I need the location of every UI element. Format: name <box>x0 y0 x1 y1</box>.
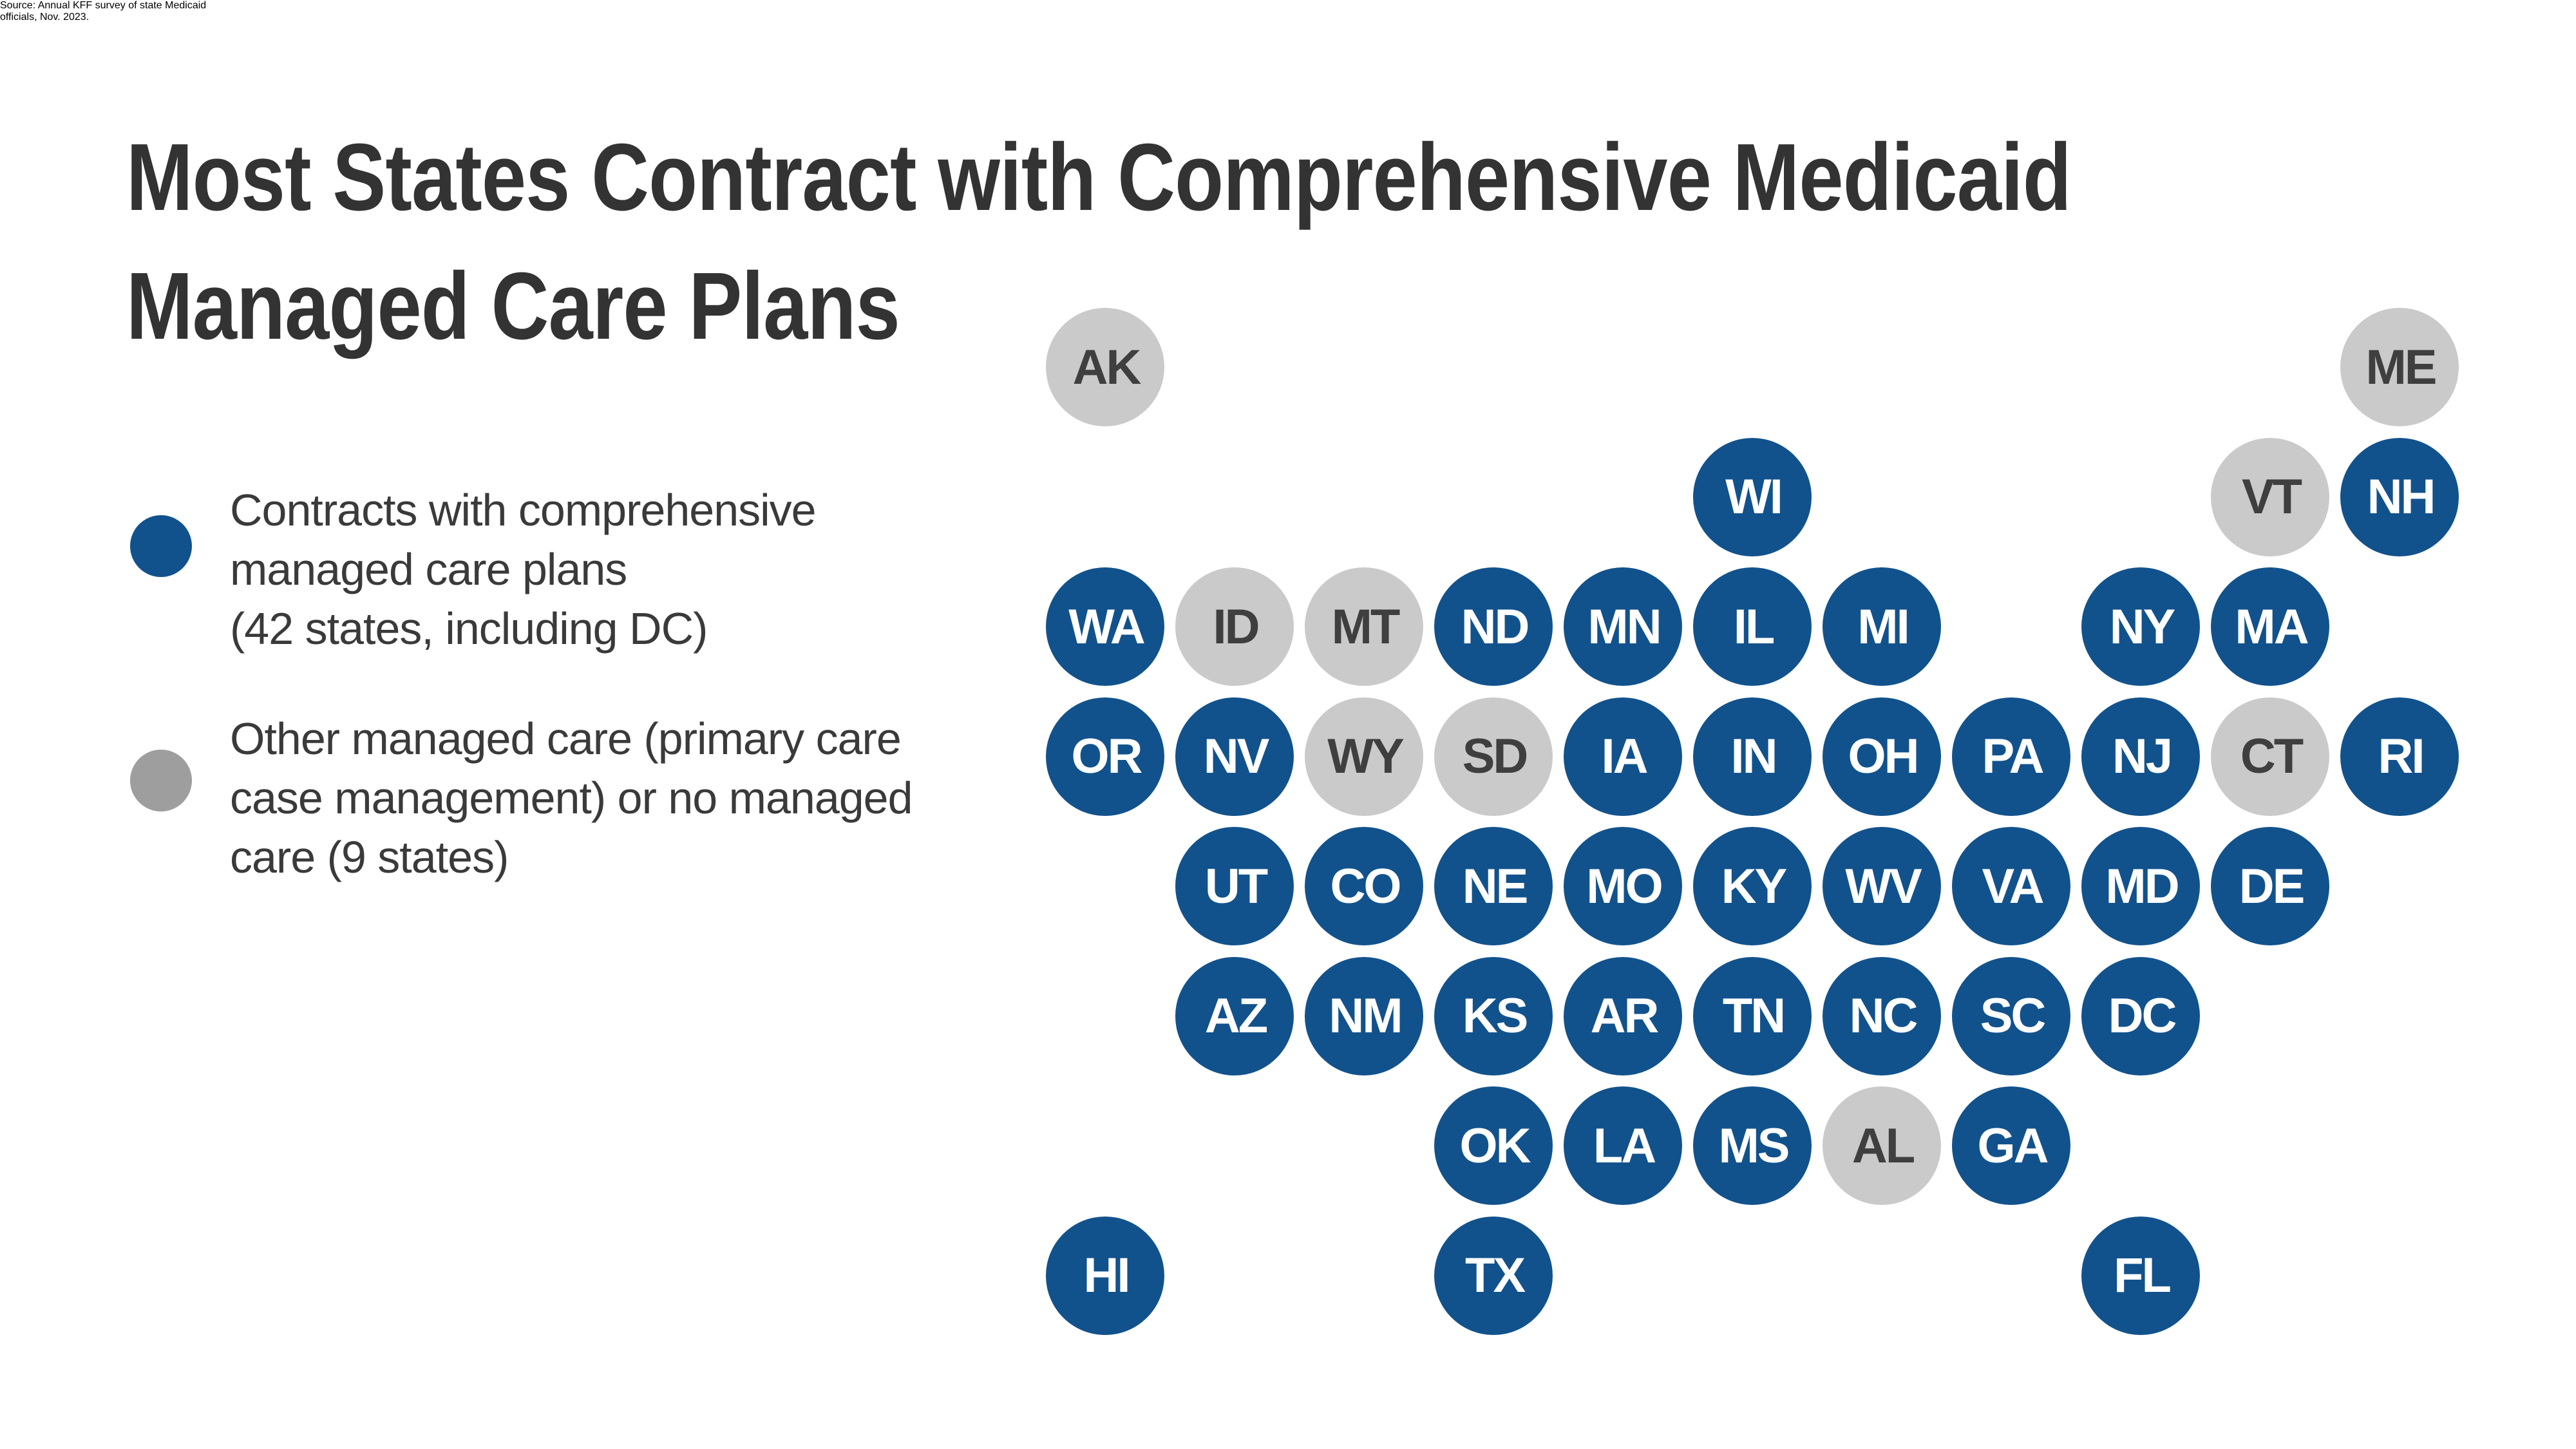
state-tile-az: AZ <box>1175 956 1294 1075</box>
state-tile-de: DE <box>2211 827 2329 945</box>
state-tile-ak: AK <box>1046 308 1164 426</box>
state-tile-nj: NJ <box>2081 697 2200 816</box>
state-tile-va: VA <box>1952 827 2070 945</box>
state-tile-la: LA <box>1564 1086 1682 1205</box>
state-tile-ks: KS <box>1434 956 1553 1075</box>
state-tile-md: MD <box>2081 827 2200 945</box>
state-tile-me: ME <box>2340 308 2459 426</box>
state-tile-tx: TX <box>1434 1216 1553 1335</box>
state-tile-nv: NV <box>1175 697 1294 816</box>
state-tile-tn: TN <box>1693 956 1812 1075</box>
state-tile-mt: MT <box>1305 567 1423 686</box>
title-line-1: Most States Contract with Comprehensive … <box>126 124 2072 231</box>
state-tile-ut: UT <box>1175 827 1294 945</box>
state-tile-ky: KY <box>1693 827 1812 945</box>
state-tile-nh: NH <box>2340 437 2459 556</box>
state-tile-ri: RI <box>2340 697 2459 816</box>
state-tile-dc: DC <box>2081 956 2200 1075</box>
state-tile-mn: MN <box>1564 567 1682 686</box>
legend-other-line-1: Other managed care (primary care <box>230 714 902 764</box>
state-tile-ga: GA <box>1952 1086 2070 1205</box>
state-tile-or: OR <box>1046 697 1164 816</box>
state-tile-hi: HI <box>1046 1216 1164 1335</box>
legend-comprehensive-line-2: managed care plans <box>230 544 627 594</box>
state-tile-nd: ND <box>1434 567 1553 686</box>
state-tile-ny: NY <box>2081 567 2200 686</box>
state-tile-pa: PA <box>1952 697 2070 816</box>
legend-other-line-2: case management) or no managed <box>230 773 913 823</box>
title-line-2: Managed Care Plans <box>126 253 900 359</box>
legend-label-other: Other managed care (primary care case ma… <box>230 709 913 887</box>
state-tile-id: ID <box>1175 567 1294 686</box>
legend-comprehensive-line-1: Contracts with comprehensive <box>230 485 817 535</box>
state-tile-fl: FL <box>2081 1216 2200 1335</box>
state-tile-ar: AR <box>1564 956 1682 1075</box>
state-tile-wi: WI <box>1693 437 1812 556</box>
state-tile-nm: NM <box>1305 956 1423 1075</box>
state-tile-al: AL <box>1823 1086 1941 1205</box>
state-tile-mi: MI <box>1823 567 1941 686</box>
page-title: Most States Contract with Comprehensive … <box>126 113 2072 371</box>
state-tile-ms: MS <box>1693 1086 1812 1205</box>
state-tile-ok: OK <box>1434 1086 1553 1205</box>
legend-comprehensive-line-3: (42 states, including DC) <box>230 603 708 654</box>
source-line-1: Source: Annual KFF survey of state Medic… <box>0 0 2576 12</box>
legend-dot-comprehensive <box>130 515 192 577</box>
legend-label-comprehensive: Contracts with comprehensive managed car… <box>230 480 817 658</box>
state-tile-ia: IA <box>1564 697 1682 816</box>
state-tile-mo: MO <box>1564 827 1682 945</box>
state-tile-sc: SC <box>1952 956 2070 1075</box>
state-tile-ma: MA <box>2211 567 2329 686</box>
state-tile-ne: NE <box>1434 827 1553 945</box>
state-tile-wy: WY <box>1305 697 1423 816</box>
source-label: Source <box>0 0 33 11</box>
state-tile-oh: OH <box>1823 697 1941 816</box>
legend-other-line-3: care (9 states) <box>230 832 509 882</box>
state-tile-wv: WV <box>1823 827 1941 945</box>
state-tile-wa: WA <box>1046 567 1164 686</box>
state-tile-vt: VT <box>2211 437 2329 556</box>
source-line-2: officials, Nov. 2023. <box>0 12 90 23</box>
state-tile-ct: CT <box>2211 697 2329 816</box>
state-tile-nc: NC <box>1823 956 1941 1075</box>
state-tile-co: CO <box>1305 827 1423 945</box>
state-tile-sd: SD <box>1434 697 1553 816</box>
state-tile-il: IL <box>1693 567 1812 686</box>
source-line-1-rest: : Annual KFF survey of state Medicaid <box>32 0 207 11</box>
legend-dot-other <box>130 750 192 811</box>
state-tile-in: IN <box>1693 697 1812 816</box>
